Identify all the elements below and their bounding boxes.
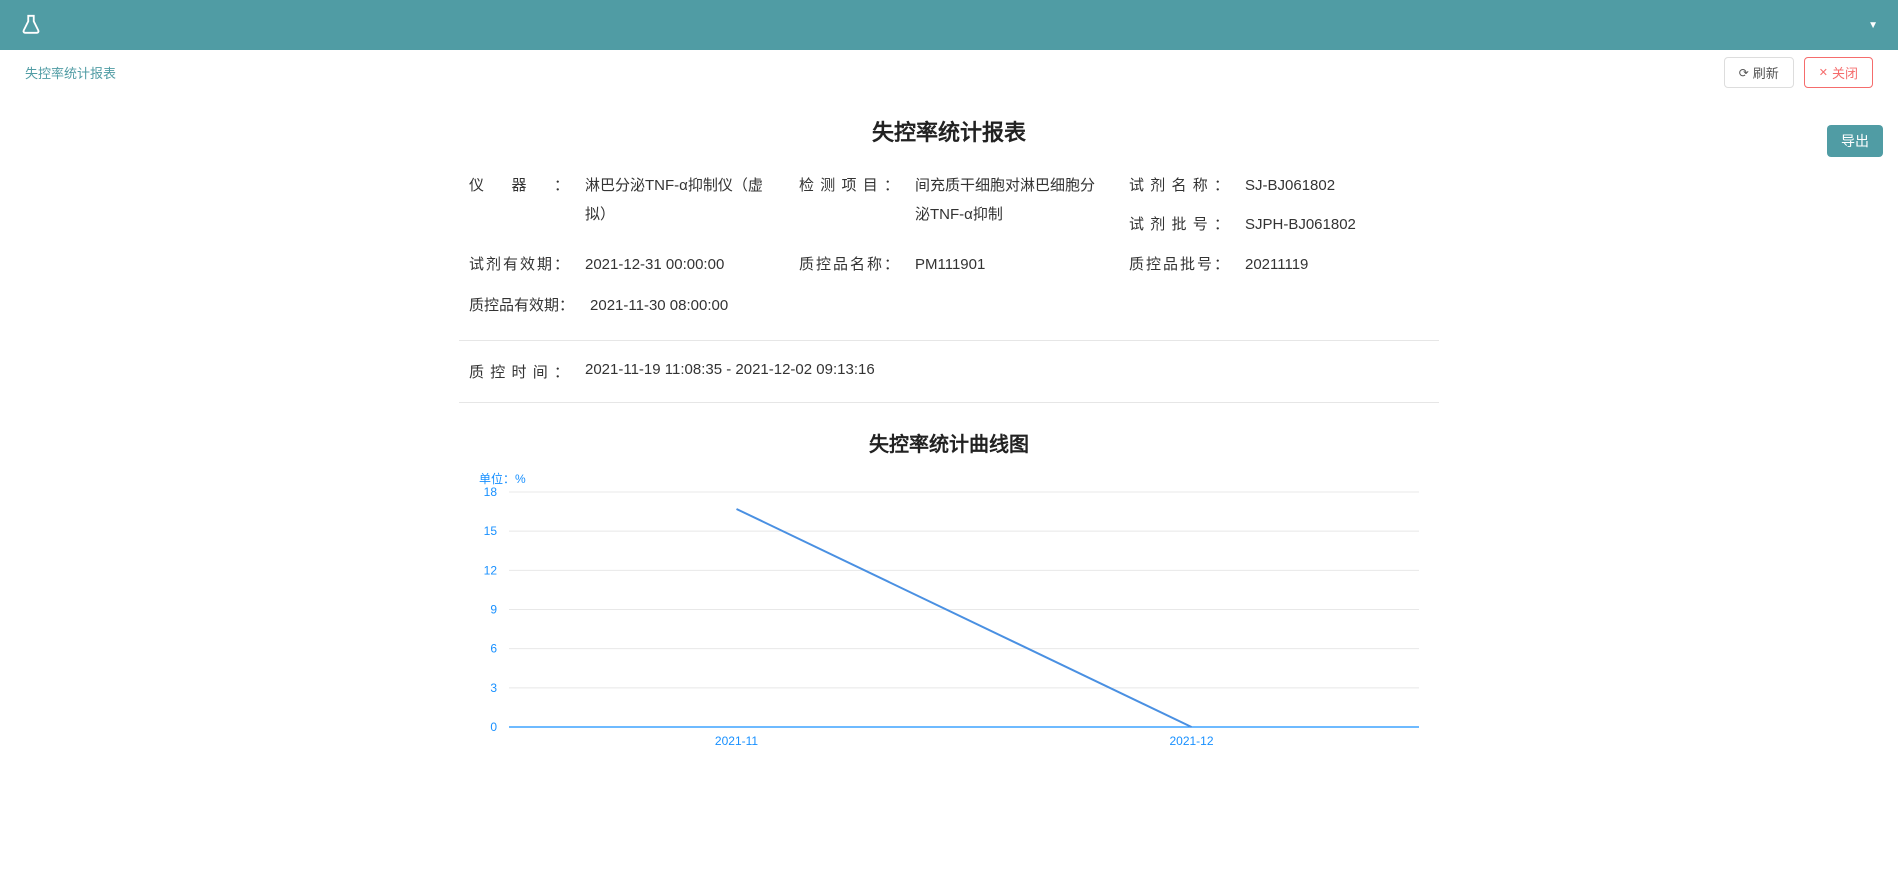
qc-time-pair: 质控时间： 2021-11-19 11:08:35 - 2021-12-02 0… (469, 361, 895, 382)
qc-expiry-pair: 质控品有效期： 2021-11-30 08:00:00 (469, 292, 799, 321)
topbar-left (20, 14, 52, 36)
topbar: ▼ (0, 0, 1898, 50)
divider-1 (459, 340, 1439, 341)
divider-2 (459, 402, 1439, 403)
reagent-expiry-label: 试剂有效期： (469, 251, 569, 280)
qc-time-row: 质控时间： 2021-11-19 11:08:35 - 2021-12-02 0… (459, 361, 1439, 382)
qc-time-label: 质控时间： (469, 361, 569, 382)
svg-text:2021-11: 2021-11 (715, 734, 758, 748)
instrument-label: 仪器： (469, 172, 569, 201)
reagent-lot-value: SJPH-BJ061802 (1245, 211, 1376, 240)
svg-text:15: 15 (484, 524, 498, 538)
svg-text:12: 12 (484, 563, 498, 577)
chart-svg: 0 3 6 9 12 15 18 2021-11 2021-12 (459, 472, 1439, 762)
svg-text:2021-12: 2021-12 (1169, 734, 1213, 748)
reagent-expiry-pair: 试剂有效期： 2021-12-31 00:00:00 (469, 251, 799, 280)
refresh-icon: ⟳ (1739, 66, 1749, 80)
refresh-label: 刷新 (1753, 63, 1779, 82)
report-title: 失控率统计报表 (25, 115, 1873, 147)
qc-lot-value: 20211119 (1245, 251, 1328, 280)
content: 导出 失控率统计报表 仪器： 淋巴分泌TNF-α抑制仪（虚拟） 检测项目： 间充… (0, 95, 1898, 782)
instrument-value: 淋巴分泌TNF-α抑制仪（虚拟） (585, 172, 799, 229)
qc-expiry-label: 质控品有效期： (469, 292, 574, 321)
svg-text:18: 18 (484, 485, 498, 499)
qc-name-value: PM111901 (915, 251, 1005, 280)
close-button[interactable]: ✕ 关闭 (1804, 57, 1873, 88)
subheader: 失控率统计报表 ⟳ 刷新 ✕ 关闭 (0, 50, 1898, 95)
reagent-lot-pair: 试剂批号： SJPH-BJ061802 (1129, 211, 1429, 240)
reagent-lot-label: 试剂批号： (1129, 211, 1229, 240)
flask-icon (20, 14, 42, 36)
test-item-pair: 检测项目： 间充质干细胞对淋巴细胞分泌TNF-α抑制 (799, 172, 1129, 239)
svg-text:0: 0 (490, 720, 497, 734)
qc-expiry-value: 2021-11-30 08:00:00 (590, 292, 748, 321)
chart-area: 单位：% 0 3 6 9 12 15 18 2021-11 2021-12 (459, 472, 1439, 762)
breadcrumb[interactable]: 失控率统计报表 (25, 63, 116, 82)
export-button[interactable]: 导出 (1827, 125, 1883, 157)
svg-text:3: 3 (490, 681, 497, 695)
reagent-name-value: SJ-BJ061802 (1245, 172, 1355, 201)
topbar-right: ▼ (1868, 20, 1878, 31)
reagent-group: 试剂名称： SJ-BJ061802 试剂批号： SJPH-BJ061802 (1129, 172, 1429, 239)
qc-time-value: 2021-11-19 11:08:35 - 2021-12-02 09:13:1… (585, 361, 895, 378)
subheader-actions: ⟳ 刷新 ✕ 关闭 (1724, 57, 1873, 88)
test-item-label: 检测项目： (799, 172, 899, 201)
info-section: 仪器： 淋巴分泌TNF-α抑制仪（虚拟） 检测项目： 间充质干细胞对淋巴细胞分泌… (459, 172, 1439, 320)
test-item-value: 间充质干细胞对淋巴细胞分泌TNF-α抑制 (915, 172, 1129, 229)
instrument-pair: 仪器： 淋巴分泌TNF-α抑制仪（虚拟） (469, 172, 799, 239)
unit-label: 单位：% (479, 470, 526, 487)
close-label: 关闭 (1832, 63, 1858, 82)
chart-title: 失控率统计曲线图 (25, 428, 1873, 457)
refresh-button[interactable]: ⟳ 刷新 (1724, 57, 1794, 88)
user-dropdown[interactable]: ▼ (1868, 20, 1878, 31)
svg-text:6: 6 (490, 642, 497, 656)
reagent-expiry-value: 2021-12-31 00:00:00 (585, 251, 744, 280)
qc-name-label: 质控品名称： (799, 251, 899, 280)
reagent-name-label: 试剂名称： (1129, 172, 1229, 201)
close-icon: ✕ (1819, 66, 1828, 79)
info-row-3: 质控品有效期： 2021-11-30 08:00:00 (469, 292, 1429, 321)
svg-text:9: 9 (490, 603, 497, 617)
qc-name-pair: 质控品名称： PM111901 (799, 251, 1129, 280)
qc-lot-pair: 质控品批号： 20211119 (1129, 251, 1429, 280)
info-row-1: 仪器： 淋巴分泌TNF-α抑制仪（虚拟） 检测项目： 间充质干细胞对淋巴细胞分泌… (469, 172, 1429, 239)
info-row-2: 试剂有效期： 2021-12-31 00:00:00 质控品名称： PM1119… (469, 251, 1429, 280)
qc-lot-label: 质控品批号： (1129, 251, 1229, 280)
reagent-name-pair: 试剂名称： SJ-BJ061802 (1129, 172, 1429, 201)
caret-down-icon: ▼ (1868, 20, 1878, 31)
